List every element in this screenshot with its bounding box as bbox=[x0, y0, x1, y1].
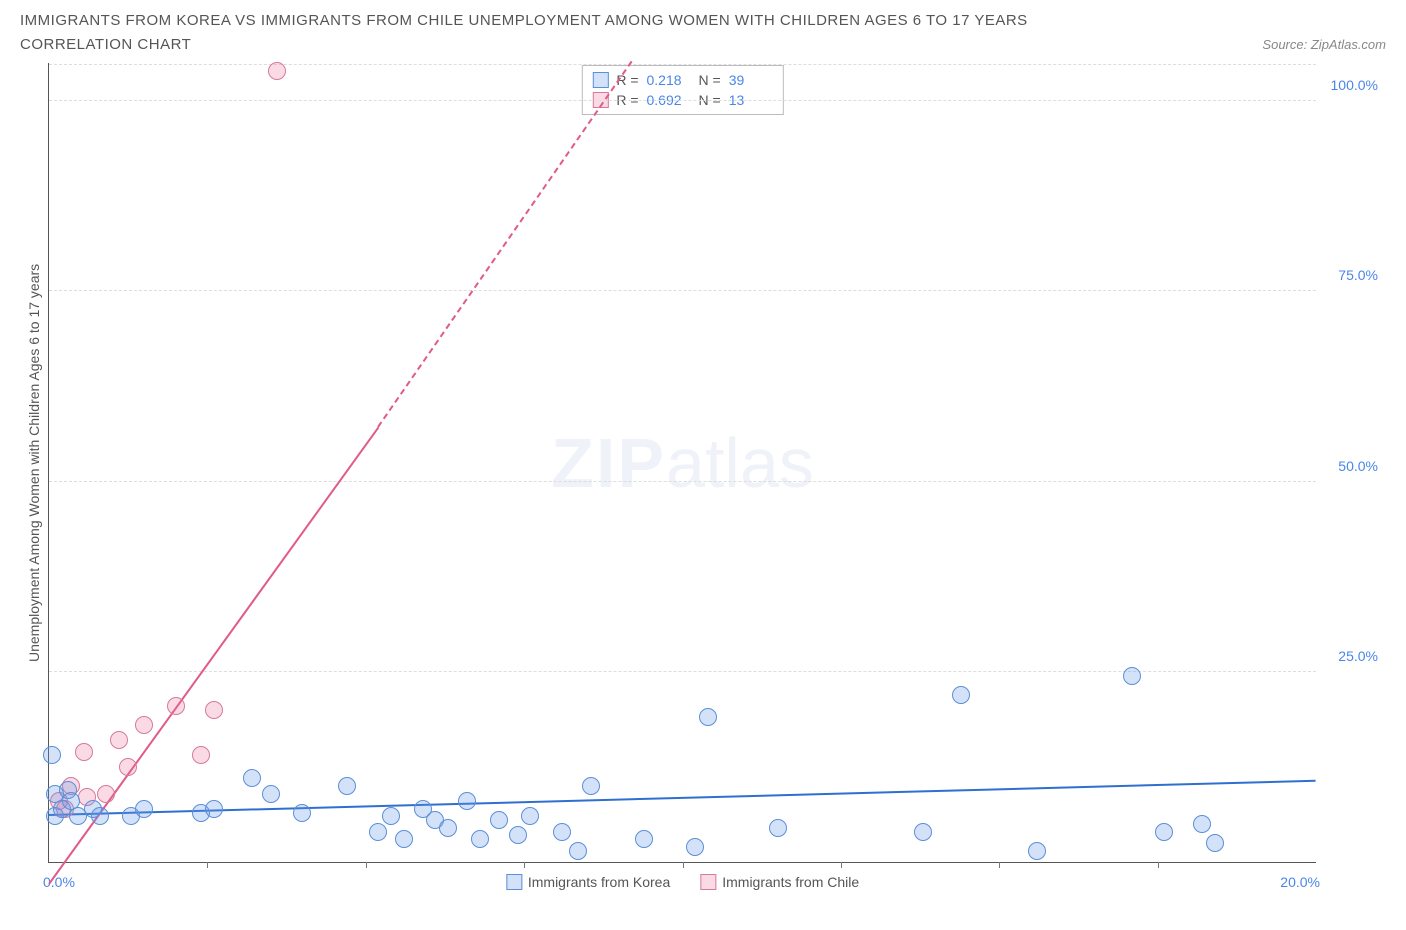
x-tick bbox=[683, 862, 684, 868]
chile-point bbox=[75, 743, 93, 761]
chile-point bbox=[167, 697, 185, 715]
korea-point bbox=[952, 686, 970, 704]
korea-point bbox=[338, 777, 356, 795]
x-tick bbox=[207, 862, 208, 868]
chart-title: IMMIGRANTS FROM KOREA VS IMMIGRANTS FROM… bbox=[20, 12, 1028, 29]
legend-swatch bbox=[506, 874, 522, 890]
korea-point bbox=[509, 826, 527, 844]
x-tick bbox=[524, 862, 525, 868]
korea-point bbox=[382, 807, 400, 825]
korea-point bbox=[243, 769, 261, 787]
chile-point bbox=[119, 758, 137, 776]
legend-swatch bbox=[592, 72, 608, 88]
scatter-plot-area: ZIPatlas R =0.218N =39R =0.692N =13 Immi… bbox=[48, 63, 1316, 863]
legend-swatch bbox=[700, 874, 716, 890]
legend-item: Immigrants from Korea bbox=[506, 874, 670, 890]
gridline bbox=[49, 100, 1316, 101]
chart-source: Source: ZipAtlas.com bbox=[1262, 37, 1386, 52]
korea-point bbox=[914, 823, 932, 841]
korea-point bbox=[439, 819, 457, 837]
korea-point bbox=[1206, 834, 1224, 852]
korea-trend-line bbox=[49, 780, 1316, 816]
chile-point bbox=[135, 716, 153, 734]
korea-point bbox=[1155, 823, 1173, 841]
korea-point bbox=[135, 800, 153, 818]
x-tick bbox=[999, 862, 1000, 868]
chile-point bbox=[192, 746, 210, 764]
y-tick-label: 75.0% bbox=[1322, 267, 1378, 283]
korea-point bbox=[43, 746, 61, 764]
x-tick bbox=[366, 862, 367, 868]
korea-point bbox=[769, 819, 787, 837]
watermark: ZIPatlas bbox=[551, 423, 814, 503]
korea-point bbox=[369, 823, 387, 841]
korea-point bbox=[1193, 815, 1211, 833]
korea-point bbox=[293, 804, 311, 822]
korea-point bbox=[205, 800, 223, 818]
x-tick bbox=[1158, 862, 1159, 868]
chile-trend-line bbox=[378, 61, 633, 427]
x-tick bbox=[841, 862, 842, 868]
chile-point bbox=[268, 62, 286, 80]
korea-point bbox=[582, 777, 600, 795]
legend-item: Immigrants from Chile bbox=[700, 874, 859, 890]
korea-point bbox=[490, 811, 508, 829]
korea-point bbox=[1028, 842, 1046, 860]
series-legend: Immigrants from Korea Immigrants from Chi… bbox=[506, 874, 859, 890]
korea-point bbox=[553, 823, 571, 841]
korea-point bbox=[569, 842, 587, 860]
korea-point bbox=[521, 807, 539, 825]
chile-point bbox=[110, 731, 128, 749]
chile-point bbox=[97, 785, 115, 803]
korea-point bbox=[458, 792, 476, 810]
y-tick-label: 100.0% bbox=[1322, 77, 1378, 93]
korea-point bbox=[395, 830, 413, 848]
korea-point bbox=[91, 807, 109, 825]
korea-point bbox=[471, 830, 489, 848]
y-tick-label: 50.0% bbox=[1322, 458, 1378, 474]
chile-point bbox=[205, 701, 223, 719]
y-axis-label: Unemployment Among Women with Children A… bbox=[20, 63, 48, 863]
korea-point bbox=[635, 830, 653, 848]
x-axis-max-label: 20.0% bbox=[1280, 874, 1320, 890]
y-tick-label: 25.0% bbox=[1322, 648, 1378, 664]
gridline bbox=[49, 64, 1316, 65]
korea-point bbox=[262, 785, 280, 803]
chart-subtitle: CORRELATION CHART bbox=[20, 36, 191, 53]
korea-point bbox=[699, 708, 717, 726]
korea-point bbox=[1123, 667, 1141, 685]
korea-point bbox=[686, 838, 704, 856]
gridline bbox=[49, 290, 1316, 291]
gridline bbox=[49, 481, 1316, 482]
